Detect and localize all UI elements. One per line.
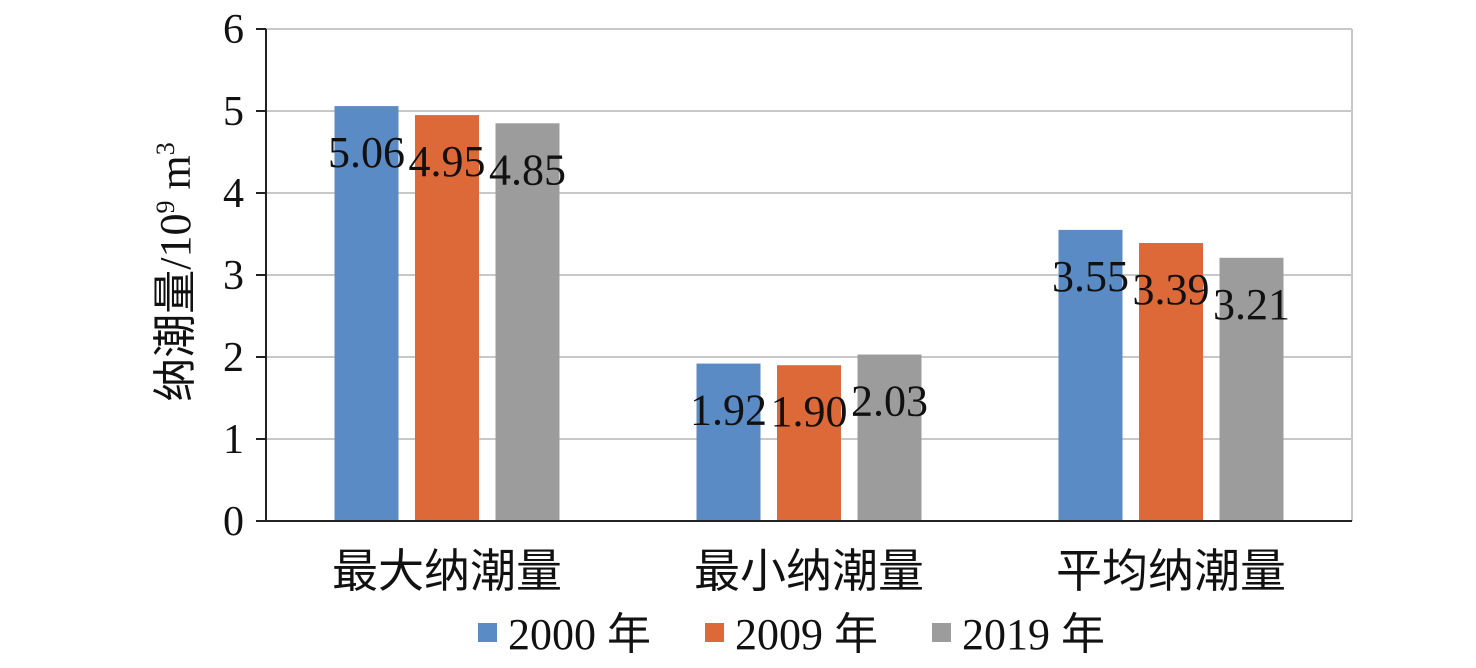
data-label: 2.03 <box>851 377 928 426</box>
bar <box>495 123 560 522</box>
data-label: 5.06 <box>328 128 405 177</box>
category-label: 平均纳潮量 <box>1056 546 1286 597</box>
y-tick-label: 0 <box>223 499 244 545</box>
y-tick-label: 4 <box>223 171 244 217</box>
legend-swatch <box>932 623 951 642</box>
bar <box>415 115 479 521</box>
legend-swatch <box>705 623 724 642</box>
data-label: 3.21 <box>1213 280 1290 329</box>
bar <box>1139 243 1203 521</box>
data-label: 3.55 <box>1052 252 1129 301</box>
legend-label: 2019 年 <box>962 610 1105 659</box>
legend-label: 2009 年 <box>735 610 878 659</box>
category-label: 最大纳潮量 <box>332 546 562 597</box>
y-tick-labels: 0 1 2 3 4 5 6 <box>223 7 244 545</box>
data-label: 3.39 <box>1133 265 1210 314</box>
data-label: 4.85 <box>489 145 566 194</box>
axes <box>256 28 1352 522</box>
bar <box>696 363 761 521</box>
y-tick-label: 3 <box>223 253 244 299</box>
bar <box>1219 257 1284 521</box>
y-tick-label: 1 <box>223 417 244 463</box>
category-label: 最小纳潮量 <box>694 546 924 597</box>
data-labels: 5.06 4.95 4.85 1.92 1.90 2.03 3.55 3.39 3.21 <box>328 128 1290 436</box>
legend: 2000 年 2009 年 2019 年 <box>478 610 1105 659</box>
data-label: 4.95 <box>409 137 486 186</box>
data-label: 1.92 <box>690 386 767 435</box>
y-tick-label: 2 <box>223 335 244 381</box>
bar <box>334 106 399 521</box>
category-labels: 最大纳潮量 最小纳潮量 平均纳潮量 <box>332 546 1286 597</box>
bar <box>1058 229 1123 521</box>
legend-swatch <box>478 623 497 642</box>
y-axis-label: 纳潮量/109 m3 <box>151 142 200 401</box>
data-label: 1.90 <box>771 387 848 436</box>
bar <box>777 365 841 521</box>
bar <box>857 354 922 521</box>
bars <box>334 106 1284 522</box>
legend-label: 2000 年 <box>508 610 651 659</box>
y-tick-label: 5 <box>223 89 244 135</box>
y-tick-label: 6 <box>223 7 244 53</box>
